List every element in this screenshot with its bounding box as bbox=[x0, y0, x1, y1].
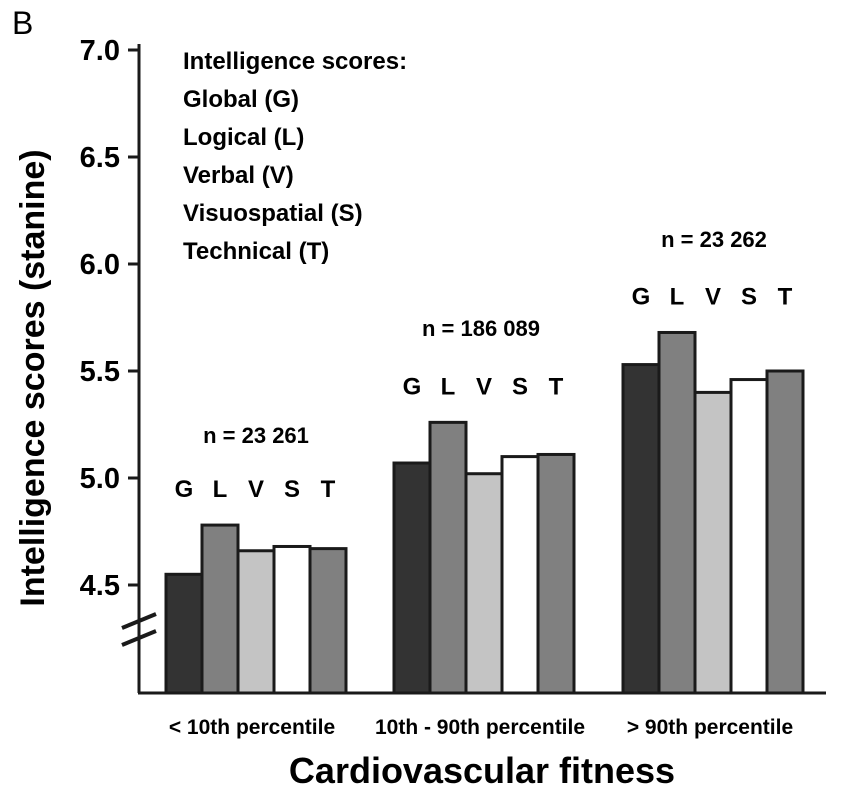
x-category-labels: < 10th percentile 10th - 90th percentile… bbox=[169, 716, 793, 739]
bar-series-letter: S bbox=[741, 283, 757, 310]
legend-entry: Global (G) bbox=[183, 86, 299, 113]
legend-entry: Logical (L) bbox=[183, 124, 304, 151]
x-axis-label: Cardiovascular fitness bbox=[289, 750, 675, 791]
y-tick-label: 5.0 bbox=[80, 463, 120, 495]
x-tick-label: < 10th percentile bbox=[169, 716, 335, 739]
bars bbox=[164, 330, 805, 695]
bar-S-2 bbox=[500, 455, 540, 695]
bar-L-1 bbox=[200, 523, 240, 695]
legend-entry: Visuospatial (S) bbox=[183, 200, 363, 227]
group-n-labels: n = 23 261 n = 186 089 n = 23 262 bbox=[203, 227, 767, 448]
bar-L-3 bbox=[657, 330, 697, 695]
bar-series-letter: L bbox=[441, 373, 456, 400]
n-label: n = 23 261 bbox=[203, 423, 309, 448]
bar-V-3 bbox=[693, 390, 733, 695]
y-tick-label: 4.5 bbox=[80, 570, 120, 602]
y-tick-label: 7.0 bbox=[80, 35, 120, 67]
bar-series-labels: G L V S TG L V S TG L V S T bbox=[175, 283, 793, 503]
x-tick-label: 10th - 90th percentile bbox=[375, 716, 585, 739]
x-tick-label: > 90th percentile bbox=[627, 716, 793, 739]
legend-entry: Verbal (V) bbox=[183, 162, 294, 189]
n-label: n = 186 089 bbox=[422, 316, 540, 341]
y-axis-label: Intelligence scores (stanine) bbox=[14, 149, 52, 606]
bar-V-1 bbox=[236, 549, 276, 695]
bar-series-letter: S bbox=[512, 373, 528, 400]
bar-V-2 bbox=[464, 472, 504, 695]
bar-series-letter: L bbox=[213, 476, 228, 503]
axis-break-mark bbox=[121, 612, 157, 647]
bar-G-3 bbox=[621, 363, 661, 695]
bar-series-letter: S bbox=[284, 476, 300, 503]
bar-series-letter: G bbox=[403, 373, 422, 400]
bar-series-letter: G bbox=[175, 476, 194, 503]
legend: Intelligence scores: Global (G) Logical … bbox=[183, 48, 407, 265]
bar-T-1 bbox=[308, 547, 348, 695]
bar-series-letter: V bbox=[705, 283, 721, 310]
bar-S-1 bbox=[272, 544, 312, 695]
legend-title: Intelligence scores: bbox=[183, 48, 407, 75]
bar-T-3 bbox=[765, 369, 805, 695]
panel-label: B bbox=[12, 5, 33, 41]
bar-L-2 bbox=[428, 420, 468, 695]
bar-series-letter: L bbox=[670, 283, 685, 310]
bar-series-letter: V bbox=[476, 373, 492, 400]
legend-entry: Technical (T) bbox=[183, 238, 329, 265]
bar-S-3 bbox=[729, 378, 769, 695]
bar-series-letter: T bbox=[321, 476, 336, 503]
bar-T-2 bbox=[536, 452, 576, 695]
bar-G-2 bbox=[392, 461, 432, 695]
bar-series-letter: T bbox=[549, 373, 564, 400]
y-tick-label: 6.0 bbox=[80, 249, 120, 281]
bar-series-letter: G bbox=[632, 283, 651, 310]
y-tick-label: 5.5 bbox=[80, 356, 120, 388]
bar-series-letter: T bbox=[778, 283, 793, 310]
y-tick-label: 6.5 bbox=[80, 142, 120, 174]
bar-G-1 bbox=[164, 572, 204, 695]
bar-series-letter: V bbox=[248, 476, 264, 503]
y-ticks: 4.5 5.0 5.5 6.0 6.5 7.0 bbox=[80, 35, 139, 602]
n-label: n = 23 262 bbox=[661, 227, 767, 252]
